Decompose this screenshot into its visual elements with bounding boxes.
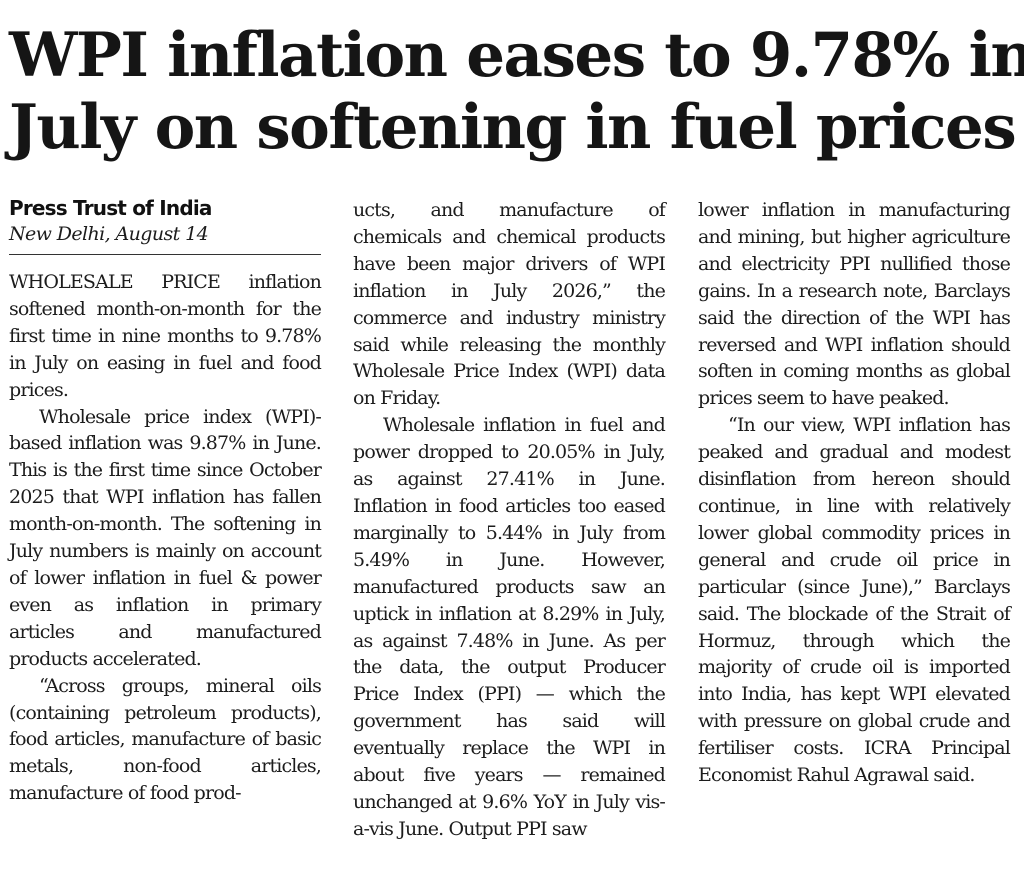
paragraph: “In our view, WPI inflation has peaked a… xyxy=(698,414,1011,787)
headline-line-2: July on softening in fuel prices xyxy=(9,92,1017,163)
paragraph: ucts, and manufacture of chemicals and c… xyxy=(353,199,666,410)
byline-agency: Press Trust of India xyxy=(9,196,212,220)
headline: WPI inflation eases to 9.78% in July on … xyxy=(9,20,1024,164)
paragraph: WHOLESALE PRICE inflation softened month… xyxy=(9,271,322,401)
headline-line-1: WPI inflation eases to 9.78% in xyxy=(9,20,1024,91)
column-2: ucts, and manufacture of chemicals and c… xyxy=(353,197,666,843)
column-1: Press Trust of India New Delhi, August 1… xyxy=(9,195,322,807)
byline-dateline: New Delhi, August 14 xyxy=(9,223,209,245)
column-3: lower inflation in manufacturing and min… xyxy=(698,197,1011,789)
byline: Press Trust of India New Delhi, August 1… xyxy=(9,195,321,255)
paragraph: “Across groups, mineral oils (containing… xyxy=(9,674,322,805)
article-body: Press Trust of India New Delhi, August 1… xyxy=(9,195,1013,885)
paragraph: lower inflation in manufacturing and min… xyxy=(698,199,1011,410)
paragraph: Wholesale inflation in fuel and power dr… xyxy=(353,414,666,840)
paragraph: Wholesale price index (WPI)-based inflat… xyxy=(9,405,322,670)
